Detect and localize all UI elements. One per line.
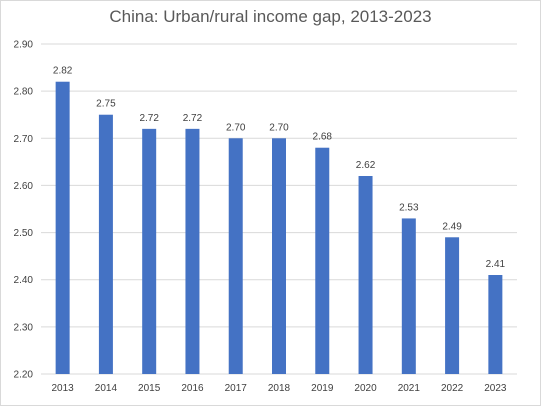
y-tick-label: 2.30 <box>14 322 34 333</box>
x-tick-label: 2015 <box>138 383 161 394</box>
bar <box>315 147 330 374</box>
bar-chart: 2.20 2.30 2.40 2.50 2.60 2.70 2.80 2.90 2.82 2013… <box>14 40 517 394</box>
bar <box>98 114 113 374</box>
bar <box>445 237 460 374</box>
x-tick-label: 2023 <box>484 383 507 394</box>
x-tick-label: 2018 <box>268 383 291 394</box>
y-tick-label: 2.90 <box>14 40 34 51</box>
y-tick-label: 2.60 <box>14 181 34 192</box>
x-tick-label: 2022 <box>441 383 464 394</box>
y-tick-label: 2.70 <box>14 134 34 145</box>
bar <box>228 138 243 374</box>
data-label: 2.72 <box>183 113 203 124</box>
bar <box>142 128 157 374</box>
bar <box>55 81 70 374</box>
data-label: 2.70 <box>269 122 289 133</box>
x-tick-label: 2017 <box>225 383 248 394</box>
x-tick-label: 2019 <box>311 383 334 394</box>
bar <box>358 176 373 374</box>
bar <box>272 138 286 374</box>
x-tick-label: 2016 <box>181 383 204 394</box>
data-label: 2.41 <box>486 259 506 270</box>
data-label: 2.53 <box>399 202 419 213</box>
bar <box>185 128 200 374</box>
data-label: 2.68 <box>313 132 333 143</box>
y-tick-label: 2.50 <box>14 228 34 239</box>
bar <box>488 275 503 374</box>
data-label: 2.62 <box>356 160 376 171</box>
x-tick-label: 2013 <box>52 383 75 394</box>
data-label: 2.82 <box>53 66 73 77</box>
data-label: 2.72 <box>139 113 159 124</box>
x-tick-label: 2021 <box>398 383 421 394</box>
y-tick-label: 2.80 <box>14 87 34 98</box>
data-label: 2.70 <box>226 122 246 133</box>
x-tick-label: 2014 <box>95 383 118 394</box>
y-tick-label: 2.20 <box>14 370 34 381</box>
x-tick-label: 2020 <box>354 383 377 394</box>
data-label: 2.75 <box>96 99 116 110</box>
bar <box>401 218 416 374</box>
chart-title: China: Urban/rural income gap, 2013-2023 <box>109 7 432 26</box>
y-tick-label: 2.40 <box>14 275 34 286</box>
data-label: 2.49 <box>442 221 462 232</box>
